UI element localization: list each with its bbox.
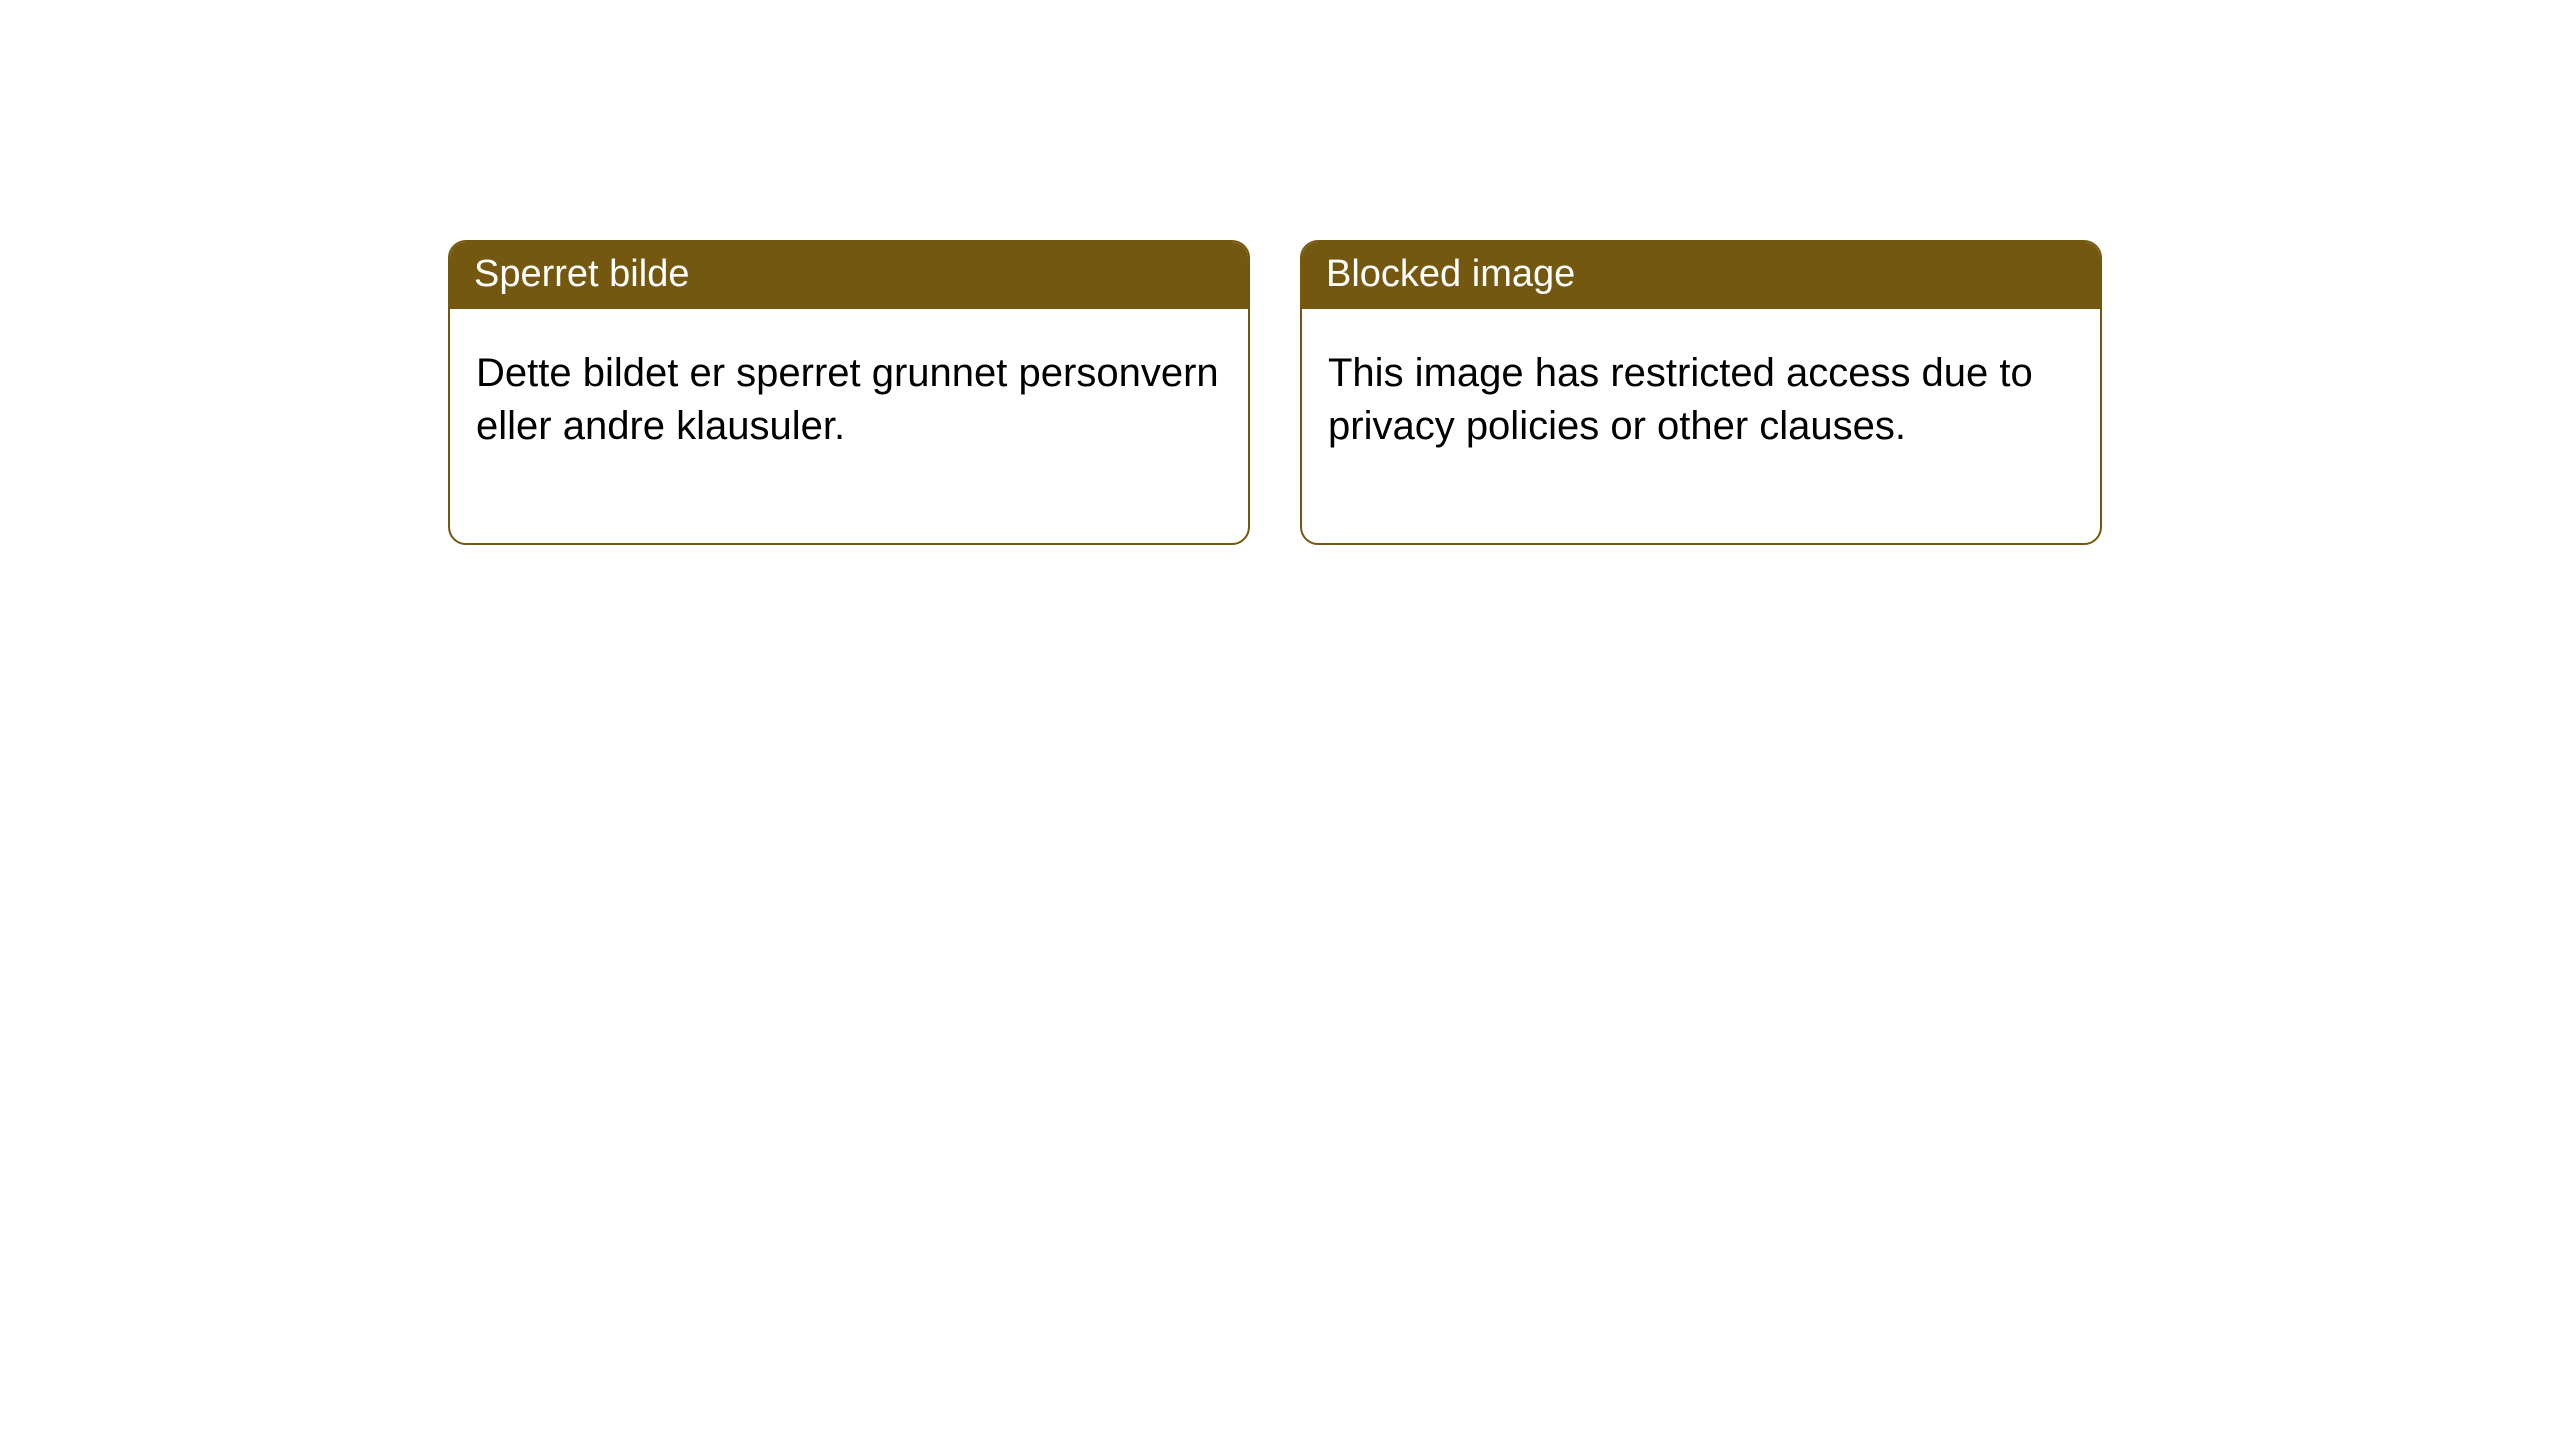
- notice-card-english: Blocked image This image has restricted …: [1300, 240, 2102, 545]
- notice-container: Sperret bilde Dette bildet er sperret gr…: [0, 0, 2560, 545]
- notice-card-norwegian: Sperret bilde Dette bildet er sperret gr…: [448, 240, 1250, 545]
- notice-card-body: Dette bildet er sperret grunnet personve…: [450, 309, 1248, 543]
- notice-card-title: Sperret bilde: [450, 242, 1248, 309]
- notice-card-body: This image has restricted access due to …: [1302, 309, 2100, 543]
- notice-card-title: Blocked image: [1302, 242, 2100, 309]
